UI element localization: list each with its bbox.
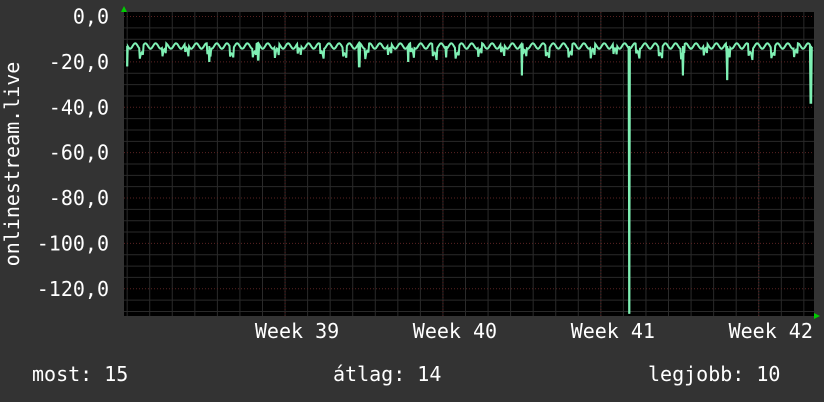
x-axis-arrow [814,313,820,319]
y-axis-arrow [121,6,127,12]
y-tick-label: -40,0 [49,95,109,119]
x-tick-label: Week 41 [571,319,655,343]
y-tick-label: 0,0 [73,5,109,29]
x-tick-label: Week 40 [413,319,497,343]
y-ticks: 0,0 -20,0 -40,0 -60,0 -80,0 -100,0 -120,0 [37,5,109,301]
y-tick-label: -120,0 [37,277,109,301]
y-tick-label: -20,0 [49,50,109,74]
grid [124,12,814,316]
series-line [126,40,814,314]
y-axis-label: onlinestream.live [0,62,24,267]
x-tick-label: Week 42 [729,319,813,343]
y-tick-label: -80,0 [49,186,109,210]
y-tick-label: -60,0 [49,141,109,165]
y-tick-label: -100,0 [37,231,109,255]
stat-best: legjobb: 10 [648,362,781,386]
stat-current: most: 15 [32,362,129,386]
spike-marks [126,46,812,314]
x-tick-label: Week 39 [255,319,339,343]
x-ticks: Week 39 Week 40 Week 41 Week 42 [255,319,813,343]
stat-average: átlag: 14 [333,362,442,386]
